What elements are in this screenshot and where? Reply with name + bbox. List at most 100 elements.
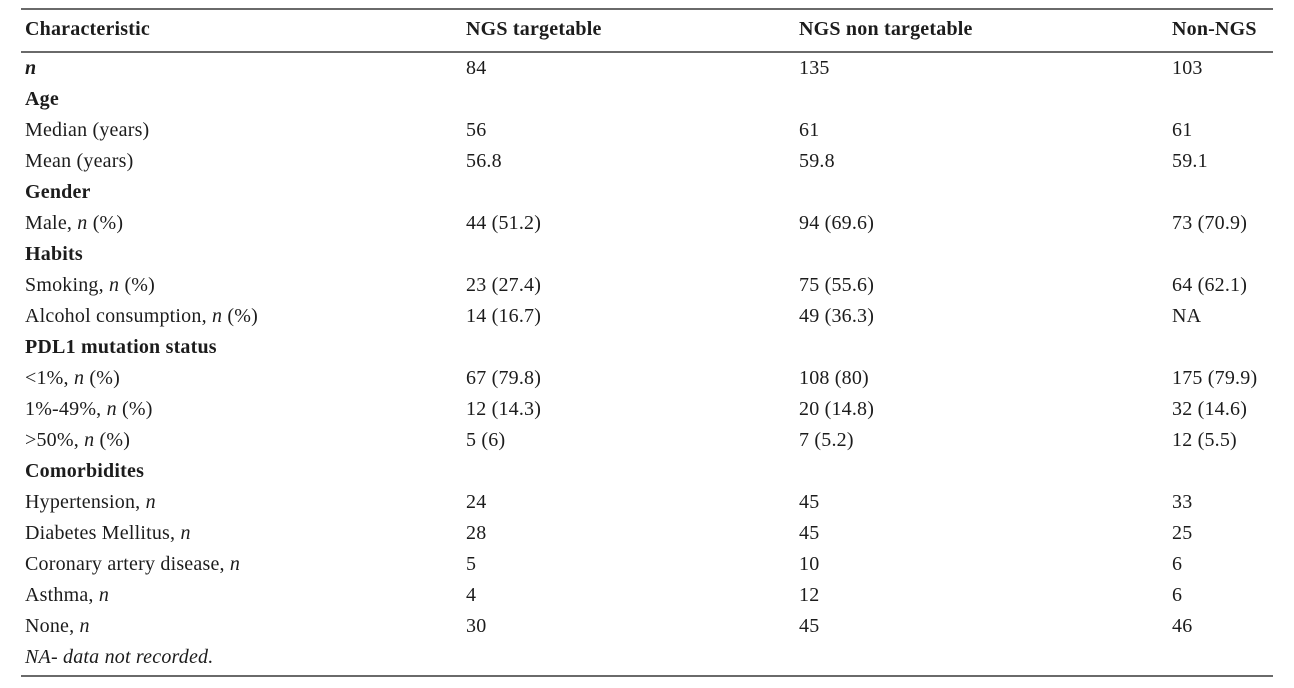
cell-value: 10 <box>799 553 820 575</box>
cell-value: 12 (14.3) <box>466 398 542 420</box>
row-label: Mean (years) <box>25 150 134 172</box>
cell-value: 84 <box>466 57 487 79</box>
table-row: Median (years) 56 61 61 <box>21 115 1273 146</box>
table-row: >50%, n (%) 5 (6) 7 (5.2) 12 (5.5) <box>21 425 1273 456</box>
row-label: Coronary artery disease, n <box>25 553 241 575</box>
table-row: Diabetes Mellitus, n 28 45 25 <box>21 518 1273 549</box>
cell-value <box>799 239 1172 270</box>
row-label: Male, n (%) <box>25 212 124 234</box>
cell-value: 108 (80) <box>799 367 869 389</box>
cell-value: 12 (5.5) <box>1172 429 1237 451</box>
cell-value: 61 <box>1172 119 1193 141</box>
table-body: n 84 135 103 Age Median (years) 56 61 61 Mean (ye… <box>21 52 1273 642</box>
section-row: PDL1 mutation status <box>21 332 1273 363</box>
cell-value: 14 (16.7) <box>466 305 542 327</box>
cell-value <box>799 177 1172 208</box>
row-label: n <box>25 57 37 79</box>
cell-value: 45 <box>799 522 820 544</box>
table-footnote: NA- data not recorded. <box>21 642 1273 677</box>
table-row: Coronary artery disease, n 5 10 6 <box>21 549 1273 580</box>
table-row: n 84 135 103 <box>21 52 1273 84</box>
cell-value: 28 <box>466 522 487 544</box>
cell-value <box>799 84 1172 115</box>
section-row: Habits <box>21 239 1273 270</box>
cell-value <box>799 332 1172 363</box>
cell-value <box>466 177 799 208</box>
cell-value: 44 (51.2) <box>466 212 542 234</box>
row-label: Hypertension, n <box>25 491 156 513</box>
cell-value: 46 <box>1172 615 1193 637</box>
cell-value: 56 <box>466 119 487 141</box>
cell-value: 5 (6) <box>466 429 506 451</box>
cell-value: 30 <box>466 615 487 637</box>
cell-value: 49 (36.3) <box>799 305 875 327</box>
row-label: Comorbidites <box>25 460 145 482</box>
cell-value: 59.1 <box>1172 150 1208 172</box>
table-row: Male, n (%) 44 (51.2) 94 (69.6) 73 (70.9) <box>21 208 1273 239</box>
section-row: Comorbidites <box>21 456 1273 487</box>
cell-value: 56.8 <box>466 150 502 172</box>
cell-value: 135 <box>799 57 830 79</box>
table-row: Alcohol consumption, n (%) 14 (16.7) 49 (3… <box>21 301 1273 332</box>
cell-value: 6 <box>1172 553 1183 575</box>
cell-value: 45 <box>799 615 820 637</box>
footnote-row: NA- data not recorded. <box>21 642 1273 677</box>
cell-value: 33 <box>1172 491 1193 513</box>
cell-value: 61 <box>799 119 820 141</box>
table-row: Hypertension, n 24 45 33 <box>21 487 1273 518</box>
cell-value: 24 <box>466 491 487 513</box>
cell-value <box>466 239 799 270</box>
cell-value: 25 <box>1172 522 1193 544</box>
header-row: Characteristic NGS targetable NGS non ta… <box>21 9 1273 53</box>
cell-value: 6 <box>1172 584 1183 606</box>
cell-value <box>1172 332 1273 363</box>
row-label: >50%, n (%) <box>25 429 131 451</box>
cell-value <box>466 456 799 487</box>
cell-value <box>799 456 1172 487</box>
row-label: Gender <box>25 181 91 203</box>
cell-value: NA <box>1172 305 1202 327</box>
cell-value <box>1172 456 1273 487</box>
cell-value <box>466 84 799 115</box>
cell-value <box>466 332 799 363</box>
row-label: PDL1 mutation status <box>25 336 217 358</box>
row-label: Habits <box>25 243 83 265</box>
cell-value: 64 (62.1) <box>1172 274 1248 296</box>
paper-table-page: Characteristic NGS targetable NGS non ta… <box>21 8 1273 677</box>
cell-value: 94 (69.6) <box>799 212 875 234</box>
cell-value: 12 <box>799 584 820 606</box>
table-row: Asthma, n 4 12 6 <box>21 580 1273 611</box>
table-row: Mean (years) 56.8 59.8 59.1 <box>21 146 1273 177</box>
table-row: 1%-49%, n (%) 12 (14.3) 20 (14.8) 32 (14.6) <box>21 394 1273 425</box>
row-label: None, n <box>25 615 90 637</box>
cell-value: 59.8 <box>799 150 835 172</box>
cell-value: 103 <box>1172 57 1203 79</box>
table-row: <1%, n (%) 67 (79.8) 108 (80) 175 (79.9) <box>21 363 1273 394</box>
row-label: Asthma, n <box>25 584 110 606</box>
cell-value: 5 <box>466 553 477 575</box>
cell-value: 45 <box>799 491 820 513</box>
column-header-non-ngs: Non-NGS <box>1172 9 1273 53</box>
table-row: None, n 30 45 46 <box>21 611 1273 642</box>
cell-value: 20 (14.8) <box>799 398 875 420</box>
characteristics-table: Characteristic NGS targetable NGS non ta… <box>21 8 1273 677</box>
column-header-characteristic: Characteristic <box>21 9 466 53</box>
cell-value: 23 (27.4) <box>466 274 542 296</box>
cell-value <box>1172 84 1273 115</box>
row-label: <1%, n (%) <box>25 367 120 389</box>
table-row: Smoking, n (%) 23 (27.4) 75 (55.6) 64 (62.1… <box>21 270 1273 301</box>
row-label: Diabetes Mellitus, n <box>25 522 191 544</box>
row-label: 1%-49%, n (%) <box>25 398 153 420</box>
row-label: Age <box>25 88 59 110</box>
row-label: Median (years) <box>25 119 150 141</box>
cell-value: 175 (79.9) <box>1172 367 1258 389</box>
cell-value <box>1172 239 1273 270</box>
cell-value: 67 (79.8) <box>466 367 542 389</box>
row-label: Smoking, n (%) <box>25 274 156 296</box>
cell-value <box>1172 177 1273 208</box>
cell-value: 75 (55.6) <box>799 274 875 296</box>
column-header-ngs-targetable: NGS targetable <box>466 9 799 53</box>
column-header-ngs-non-targetable: NGS non targetable <box>799 9 1172 53</box>
cell-value: 73 (70.9) <box>1172 212 1248 234</box>
cell-value: 7 (5.2) <box>799 429 854 451</box>
